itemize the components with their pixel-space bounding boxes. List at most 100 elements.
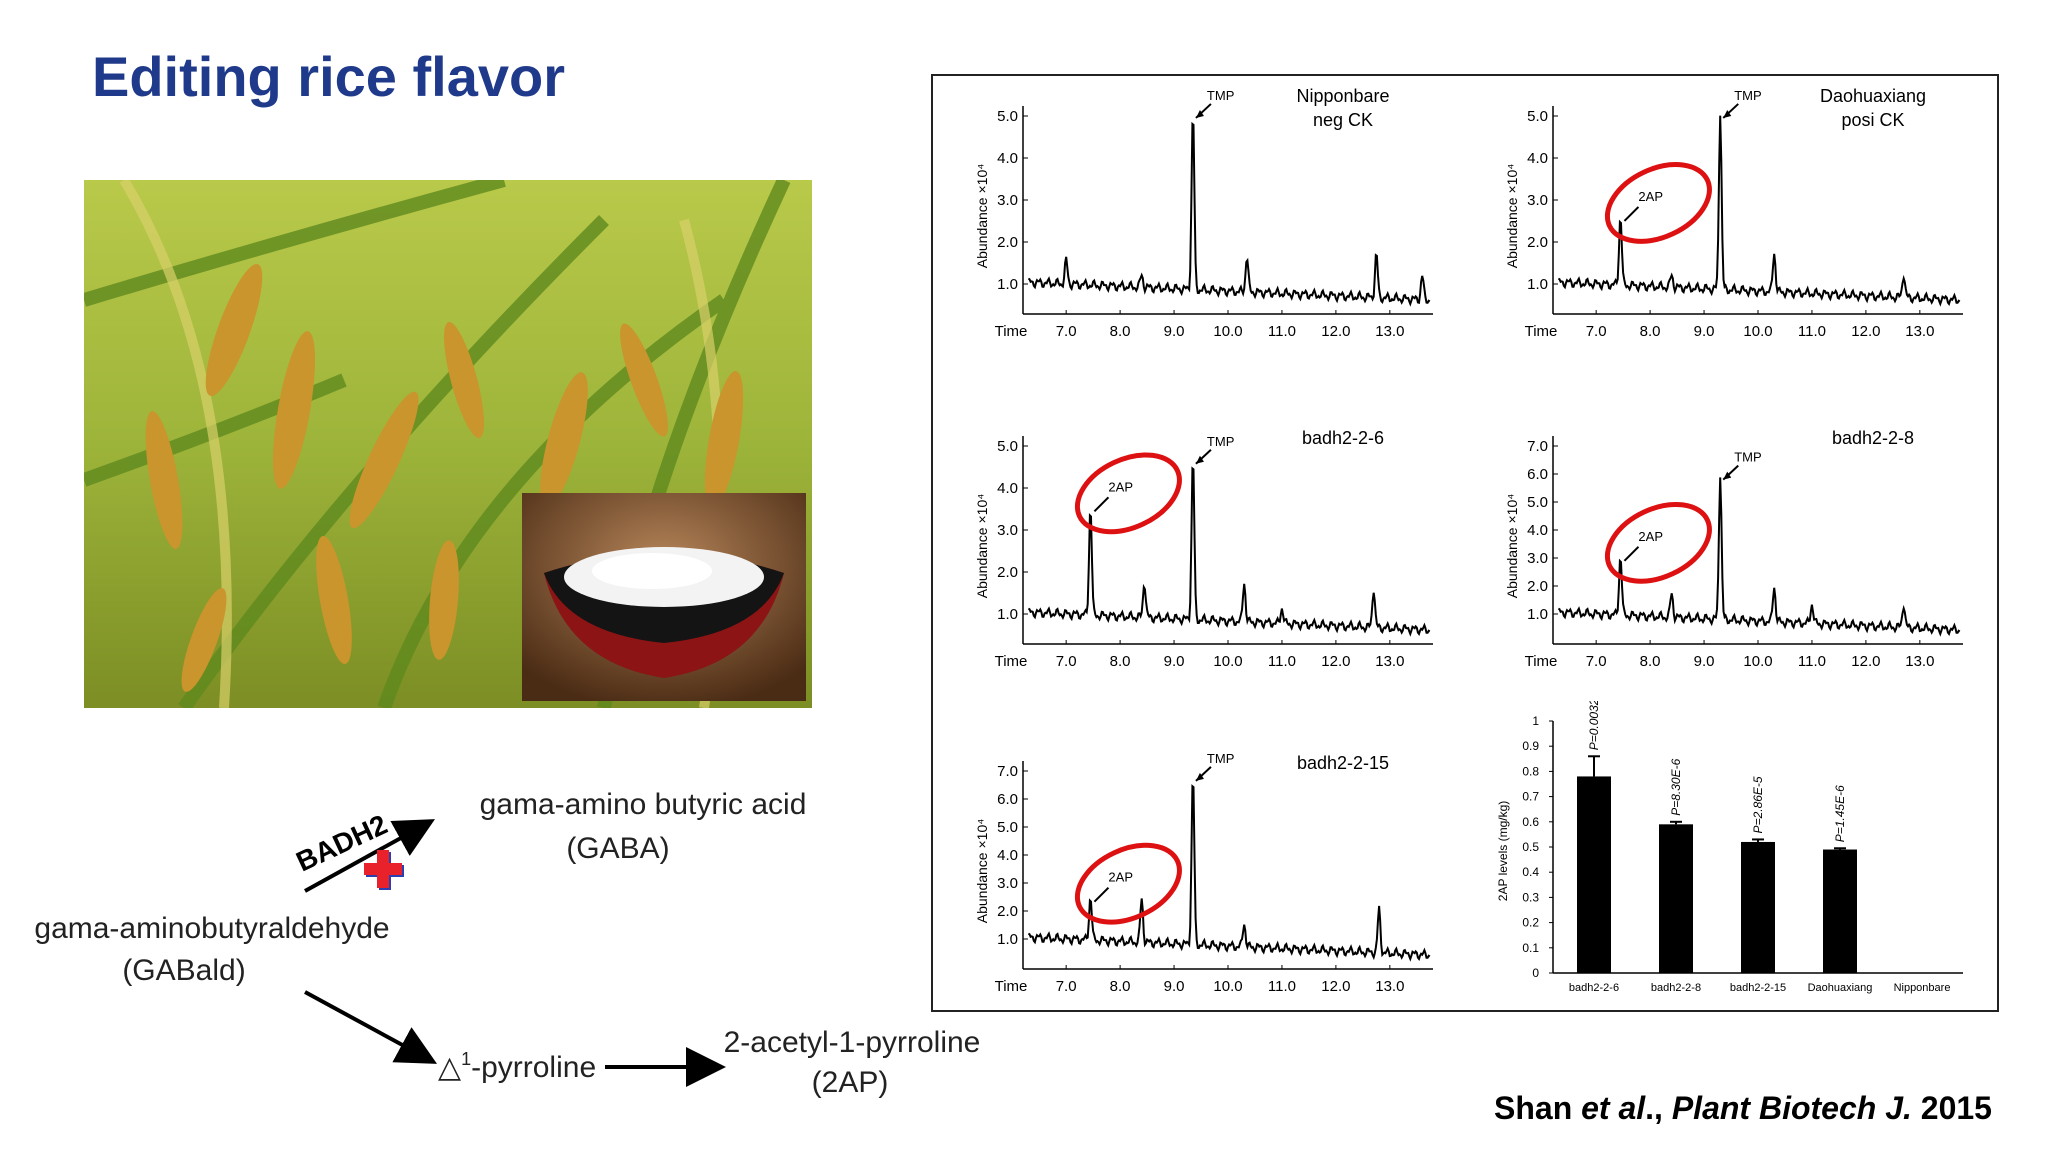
x-axis-label: Time (995, 653, 1028, 670)
chromatogram-trace (1027, 466, 1431, 637)
x-tick-label: 9.0 (1694, 653, 1715, 670)
2ap-highlight-circle (1604, 501, 1712, 584)
y-tick-label: 3.0 (997, 192, 1018, 209)
x-tick-label: 12.0 (1321, 978, 1350, 995)
x-tick-label: 10.0 (1213, 653, 1242, 670)
x-tick-label: 12.0 (1851, 653, 1880, 670)
x-tick-label: 9.0 (1164, 323, 1185, 340)
chromatogram-trace (1027, 784, 1431, 962)
chromatogram-svg: 7.0 6.0 5.0 4.0 3.0 2.0 1.0 Abundance ×10⁴ Time 7… (1504, 428, 1963, 670)
panel-subtitle: neg CK (1313, 110, 1373, 130)
x-axis-label: Time (1525, 323, 1558, 340)
x-axis-label: Time (995, 978, 1028, 995)
tmp-label: TMP (1207, 434, 1234, 449)
x-tick-label: 13.0 (1375, 323, 1404, 340)
bar-y-tick-label: 0.3 (1522, 890, 1539, 904)
x-tick-label: 12.0 (1321, 323, 1350, 340)
y-tick-label: 2.0 (997, 564, 1018, 581)
panel-title: badh2-2-8 (1832, 428, 1914, 448)
chromatogram-panel: 5.0 4.0 3.0 2.0 1.0 Abundance ×10⁴ Time 7.0 8.0 9… (963, 76, 1473, 346)
chromatogram-svg: 5.0 4.0 3.0 2.0 1.0 Abundance ×10⁴ Time 7.0 8.0 9… (974, 428, 1433, 670)
y-tick-label: 1.0 (1527, 276, 1548, 293)
2ap-arrow (1623, 546, 1640, 562)
y-tick-label: 2.0 (997, 234, 1018, 251)
bar-category-label: badh2-2-6 (1569, 982, 1619, 994)
chromatogram-panel: 5.0 4.0 3.0 2.0 1.0 Abundance ×10⁴ Time 7.0 8.0 9… (1493, 76, 2003, 346)
y-tick-label: 4.0 (997, 150, 1018, 167)
chromatogram-panel: 7.0 6.0 5.0 4.0 3.0 2.0 1.0 Abundance ×10⁴ Time 7… (963, 731, 1473, 1001)
y-tick-label: 4.0 (997, 480, 1018, 497)
y-tick-label: 3.0 (1527, 192, 1548, 209)
x-tick-label: 9.0 (1164, 653, 1185, 670)
y-axis-label: Abundance ×10⁴ (974, 164, 990, 269)
x-tick-label: 7.0 (1056, 653, 1077, 670)
x-tick-label: 8.0 (1110, 323, 1131, 340)
2ap-highlight-circle (1604, 162, 1712, 244)
y-tick-label: 4.0 (997, 847, 1018, 864)
x-tick-label: 7.0 (1586, 323, 1607, 340)
x-tick-label: 12.0 (1321, 653, 1350, 670)
x-tick-label: 10.0 (1213, 978, 1242, 995)
chromatogram-svg: 5.0 4.0 3.0 2.0 1.0 Abundance ×10⁴ Time 7.0 8.0 9… (1504, 86, 1963, 340)
2ap-peak-label: 2AP (1638, 189, 1663, 204)
bar-y-tick-label: 0.8 (1522, 764, 1539, 778)
chromatogram-trace (1027, 121, 1431, 307)
y-tick-label: 5.0 (1527, 108, 1548, 125)
tmp-label: TMP (1207, 88, 1234, 103)
x-tick-label: 11.0 (1268, 323, 1296, 340)
bar (1659, 824, 1693, 973)
2ap-peak-label: 2AP (1638, 529, 1663, 544)
bar-chart-panel: 1 0.9 0.8 0.7 0.6 0.5 0.4 0.3 0.2 0.1 0 2AP levels … (1493, 698, 1973, 1007)
tmp-label: TMP (1207, 751, 1234, 766)
y-tick-label: 2.0 (1527, 234, 1548, 251)
bar-chart-svg: 1 0.9 0.8 0.7 0.6 0.5 0.4 0.3 0.2 0.1 0 2AP levels … (1496, 698, 1963, 994)
2ap-highlight-circle (1074, 842, 1182, 925)
arrow-to-gaba (304, 819, 436, 893)
x-tick-label: 13.0 (1905, 653, 1934, 670)
pyrroline-label: △1-pyrroline (438, 1049, 596, 1084)
bar-category-label: Nipponbare (1894, 982, 1951, 994)
cross-icon (364, 850, 404, 890)
bar-y-tick-label: 0.2 (1522, 916, 1539, 930)
x-axis-label: Time (1525, 653, 1558, 670)
tmp-arrowhead (1723, 471, 1732, 480)
y-axis-label: Abundance ×10⁴ (974, 819, 990, 924)
2ap-arrow (1093, 886, 1110, 903)
bar-category-label: badh2-2-8 (1651, 982, 1701, 994)
bar (1577, 776, 1611, 973)
2ap-highlight-circle (1074, 452, 1182, 535)
x-tick-label: 13.0 (1375, 653, 1404, 670)
p-value-annotation: P=1.45E-6 (1833, 785, 1847, 842)
panel-title: badh2-2-15 (1297, 753, 1389, 773)
y-tick-label: 5.0 (997, 819, 1018, 836)
tmp-arrowhead (1195, 109, 1204, 118)
bar-y-tick-label: 0.4 (1522, 865, 1539, 879)
x-tick-label: 13.0 (1375, 978, 1404, 995)
x-tick-label: 7.0 (1586, 653, 1607, 670)
x-tick-label: 7.0 (1056, 323, 1077, 340)
y-tick-label: 5.0 (997, 438, 1018, 455)
bar-y-tick-label: 0.1 (1522, 941, 1539, 955)
bar-y-tick-label: 0 (1532, 966, 1539, 980)
tmp-arrowhead (1195, 772, 1204, 781)
y-tick-label: 2.0 (1527, 578, 1548, 595)
pathway-diagram: BADH2 gama-amino butyric acid (GABA) gam… (0, 770, 1000, 1152)
gaba-abbr: (GABA) (566, 832, 669, 865)
slide-title: Editing rice flavor (92, 45, 565, 108)
p-value-annotation: P=0.0032 (1587, 701, 1601, 750)
chromatogram-panel: 5.0 4.0 3.0 2.0 1.0 Abundance ×10⁴ Time 7.0 8.0 9… (963, 406, 1473, 676)
x-tick-label: 8.0 (1640, 323, 1661, 340)
y-tick-label: 6.0 (1527, 466, 1548, 483)
x-tick-label: 7.0 (1056, 978, 1077, 995)
bar-y-tick-label: 0.7 (1522, 790, 1539, 804)
bar (1823, 849, 1857, 973)
bar-y-tick-label: 1 (1532, 714, 1539, 728)
y-tick-label: 3.0 (997, 875, 1018, 892)
tmp-arrowhead (1723, 109, 1732, 118)
chromatogram-panel: 7.0 6.0 5.0 4.0 3.0 2.0 1.0 Abundance ×10⁴ Time 7… (1493, 406, 2003, 676)
2ap-peak-label: 2AP (1108, 870, 1133, 885)
y-tick-label: 1.0 (997, 606, 1018, 623)
chromatogram-trace (1557, 477, 1961, 637)
x-tick-label: 12.0 (1851, 323, 1880, 340)
bar-y-tick-label: 0.9 (1522, 739, 1539, 753)
